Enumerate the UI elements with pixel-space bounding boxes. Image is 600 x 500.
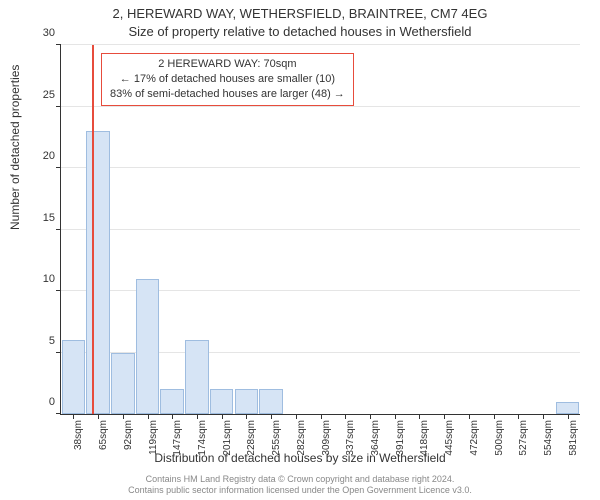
x-tick-mark: [296, 414, 297, 419]
x-tick-mark: [222, 414, 223, 419]
property-marker-line: [92, 45, 94, 414]
x-tick-mark: [469, 414, 470, 419]
y-tick-label: 5: [49, 335, 61, 347]
x-tick-mark: [494, 414, 495, 419]
x-tick-mark: [172, 414, 173, 419]
x-tick-mark: [148, 414, 149, 419]
chart-title-address: 2, HEREWARD WAY, WETHERSFIELD, BRAINTREE…: [0, 6, 600, 21]
chart-footer: Contains HM Land Registry data © Crown c…: [0, 474, 600, 496]
y-tick-mark: [56, 413, 61, 414]
x-tick-mark: [370, 414, 371, 419]
histogram-bar: [259, 389, 282, 414]
x-tick-mark: [73, 414, 74, 419]
footer-licence: Contains public sector information licen…: [0, 485, 600, 496]
info-line-size: 2 HEREWARD WAY: 70sqm: [110, 57, 345, 72]
gridline: [61, 106, 580, 107]
y-tick-mark: [56, 44, 61, 45]
y-tick-mark: [56, 290, 61, 291]
x-tick-mark: [543, 414, 544, 419]
x-tick-label: 65sqm: [98, 420, 109, 450]
x-tick-mark: [345, 414, 346, 419]
x-tick-mark: [98, 414, 99, 419]
info-line-larger: 83% of semi-detached houses are larger (…: [110, 87, 345, 102]
property-info-box: 2 HEREWARD WAY: 70sqm ← 17% of detached …: [101, 53, 354, 106]
x-tick-mark: [246, 414, 247, 419]
y-axis-label: Number of detached properties: [8, 65, 22, 230]
x-tick-label: 119sqm: [148, 420, 159, 455]
histogram-bar: [86, 131, 109, 414]
y-tick-label: 20: [43, 150, 61, 162]
x-axis-label: Distribution of detached houses by size …: [0, 451, 600, 465]
footer-copyright: Contains HM Land Registry data © Crown c…: [0, 474, 600, 485]
y-tick-label: 10: [43, 273, 61, 285]
x-tick-mark: [395, 414, 396, 419]
x-tick-mark: [419, 414, 420, 419]
x-tick-mark: [518, 414, 519, 419]
histogram-bar: [210, 389, 233, 414]
x-tick-label: 38sqm: [73, 420, 84, 450]
histogram-bar: [556, 402, 579, 414]
info-line-smaller: ← 17% of detached houses are smaller (10…: [110, 72, 345, 87]
histogram-bar: [136, 279, 159, 414]
y-tick-mark: [56, 167, 61, 168]
y-tick-label: 25: [43, 89, 61, 101]
chart-subtitle: Size of property relative to detached ho…: [0, 24, 600, 39]
y-tick-label: 30: [43, 27, 61, 39]
histogram-bar: [111, 353, 134, 415]
histogram-bar: [160, 389, 183, 414]
y-tick-mark: [56, 229, 61, 230]
histogram-chart: 2, HEREWARD WAY, WETHERSFIELD, BRAINTREE…: [0, 0, 600, 500]
gridline: [61, 44, 580, 45]
y-tick-mark: [56, 106, 61, 107]
x-tick-mark: [271, 414, 272, 419]
x-tick-mark: [321, 414, 322, 419]
gridline: [61, 229, 580, 230]
y-tick-label: 15: [43, 212, 61, 224]
histogram-bar: [185, 340, 208, 414]
y-tick-label: 0: [49, 396, 61, 408]
x-tick-mark: [444, 414, 445, 419]
x-tick-mark: [568, 414, 569, 419]
plot-area: 2 HEREWARD WAY: 70sqm ← 17% of detached …: [60, 45, 580, 415]
histogram-bar: [62, 340, 85, 414]
gridline: [61, 167, 580, 168]
x-tick-label: 92sqm: [123, 420, 134, 450]
y-tick-mark: [56, 352, 61, 353]
x-tick-mark: [197, 414, 198, 419]
histogram-bar: [235, 389, 258, 414]
x-tick-mark: [123, 414, 124, 419]
